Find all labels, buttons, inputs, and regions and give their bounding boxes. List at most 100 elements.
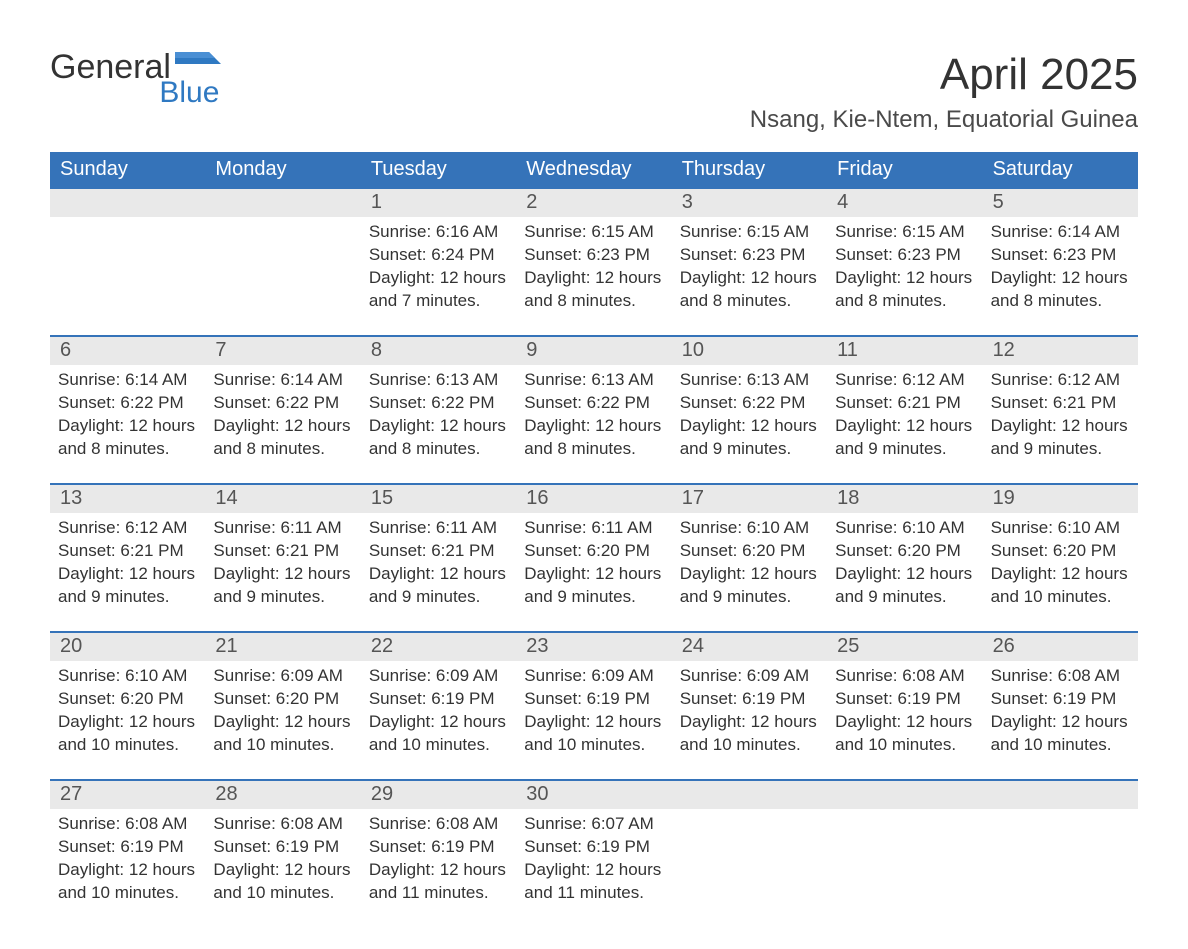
day-body: Sunrise: 6:11 AMSunset: 6:20 PMDaylight:… [524, 513, 663, 613]
day-body: Sunrise: 6:09 AMSunset: 6:20 PMDaylight:… [213, 661, 352, 761]
week-row: 13Sunrise: 6:12 AMSunset: 6:21 PMDayligh… [50, 483, 1138, 613]
sunset-text: Sunset: 6:22 PM [369, 392, 508, 415]
daylight-text: Daylight: 12 hours and 9 minutes. [213, 563, 352, 609]
daylight-text: Daylight: 12 hours and 8 minutes. [680, 267, 819, 313]
day-number [983, 781, 1138, 809]
day-cell: 27Sunrise: 6:08 AMSunset: 6:19 PMDayligh… [50, 781, 205, 909]
day-number: 22 [361, 633, 516, 661]
sunrise-text: Sunrise: 6:09 AM [680, 665, 819, 688]
sunrise-text: Sunrise: 6:07 AM [524, 813, 663, 836]
sunset-text: Sunset: 6:19 PM [213, 836, 352, 859]
daylight-text: Daylight: 12 hours and 10 minutes. [213, 711, 352, 757]
sunset-text: Sunset: 6:20 PM [680, 540, 819, 563]
day-cell: 7Sunrise: 6:14 AMSunset: 6:22 PMDaylight… [205, 337, 360, 465]
week-row: 6Sunrise: 6:14 AMSunset: 6:22 PMDaylight… [50, 335, 1138, 465]
day-cell: 11Sunrise: 6:12 AMSunset: 6:21 PMDayligh… [827, 337, 982, 465]
sunrise-text: Sunrise: 6:15 AM [680, 221, 819, 244]
sunrise-text: Sunrise: 6:14 AM [991, 221, 1130, 244]
sunset-text: Sunset: 6:23 PM [991, 244, 1130, 267]
daylight-text: Daylight: 12 hours and 9 minutes. [58, 563, 197, 609]
sunset-text: Sunset: 6:21 PM [58, 540, 197, 563]
daylight-text: Daylight: 12 hours and 10 minutes. [991, 711, 1130, 757]
day-cell [50, 189, 205, 317]
daylight-text: Daylight: 12 hours and 7 minutes. [369, 267, 508, 313]
daylight-text: Daylight: 12 hours and 8 minutes. [58, 415, 197, 461]
day-body: Sunrise: 6:10 AMSunset: 6:20 PMDaylight:… [58, 661, 197, 761]
day-body: Sunrise: 6:15 AMSunset: 6:23 PMDaylight:… [835, 217, 974, 317]
sunset-text: Sunset: 6:22 PM [58, 392, 197, 415]
day-cell [205, 189, 360, 317]
sunset-text: Sunset: 6:19 PM [58, 836, 197, 859]
day-cell: 9Sunrise: 6:13 AMSunset: 6:22 PMDaylight… [516, 337, 671, 465]
daylight-text: Daylight: 12 hours and 8 minutes. [991, 267, 1130, 313]
day-number: 23 [516, 633, 671, 661]
day-cell: 15Sunrise: 6:11 AMSunset: 6:21 PMDayligh… [361, 485, 516, 613]
day-number: 8 [361, 337, 516, 365]
day-body: Sunrise: 6:14 AMSunset: 6:23 PMDaylight:… [991, 217, 1130, 317]
day-number: 30 [516, 781, 671, 809]
dow-cell: Thursday [672, 152, 827, 189]
day-body: Sunrise: 6:11 AMSunset: 6:21 PMDaylight:… [213, 513, 352, 613]
day-number [827, 781, 982, 809]
day-cell: 3Sunrise: 6:15 AMSunset: 6:23 PMDaylight… [672, 189, 827, 317]
day-number: 21 [205, 633, 360, 661]
sunrise-text: Sunrise: 6:08 AM [369, 813, 508, 836]
day-body: Sunrise: 6:12 AMSunset: 6:21 PMDaylight:… [991, 365, 1130, 465]
day-number: 26 [983, 633, 1138, 661]
day-number: 18 [827, 485, 982, 513]
sunrise-text: Sunrise: 6:12 AM [991, 369, 1130, 392]
day-cell [672, 781, 827, 909]
sunrise-text: Sunrise: 6:12 AM [58, 517, 197, 540]
daylight-text: Daylight: 12 hours and 9 minutes. [524, 563, 663, 609]
day-cell: 1Sunrise: 6:16 AMSunset: 6:24 PMDaylight… [361, 189, 516, 317]
day-body: Sunrise: 6:15 AMSunset: 6:23 PMDaylight:… [524, 217, 663, 317]
day-cell: 6Sunrise: 6:14 AMSunset: 6:22 PMDaylight… [50, 337, 205, 465]
sunset-text: Sunset: 6:23 PM [524, 244, 663, 267]
sunset-text: Sunset: 6:23 PM [835, 244, 974, 267]
logo-word-general: General [50, 50, 171, 84]
sunrise-text: Sunrise: 6:13 AM [369, 369, 508, 392]
sunrise-text: Sunrise: 6:08 AM [58, 813, 197, 836]
day-number [205, 189, 360, 217]
calendar-page: General Blue April 2025 Nsang, Kie-Ntem,… [0, 0, 1188, 949]
sunrise-text: Sunrise: 6:08 AM [835, 665, 974, 688]
day-cell: 19Sunrise: 6:10 AMSunset: 6:20 PMDayligh… [983, 485, 1138, 613]
location-subtitle: Nsang, Kie-Ntem, Equatorial Guinea [750, 106, 1138, 134]
day-number: 27 [50, 781, 205, 809]
sunset-text: Sunset: 6:22 PM [213, 392, 352, 415]
dow-cell: Sunday [50, 152, 205, 189]
sunrise-text: Sunrise: 6:10 AM [835, 517, 974, 540]
sunrise-text: Sunrise: 6:12 AM [835, 369, 974, 392]
sunrise-text: Sunrise: 6:15 AM [835, 221, 974, 244]
sunrise-text: Sunrise: 6:10 AM [680, 517, 819, 540]
sunset-text: Sunset: 6:19 PM [524, 688, 663, 711]
week-row: 27Sunrise: 6:08 AMSunset: 6:19 PMDayligh… [50, 779, 1138, 909]
day-body: Sunrise: 6:08 AMSunset: 6:19 PMDaylight:… [58, 809, 197, 909]
day-cell: 5Sunrise: 6:14 AMSunset: 6:23 PMDaylight… [983, 189, 1138, 317]
dow-cell: Tuesday [361, 152, 516, 189]
day-body: Sunrise: 6:14 AMSunset: 6:22 PMDaylight:… [213, 365, 352, 465]
sunrise-text: Sunrise: 6:11 AM [369, 517, 508, 540]
daylight-text: Daylight: 12 hours and 9 minutes. [680, 415, 819, 461]
day-number: 3 [672, 189, 827, 217]
day-body: Sunrise: 6:08 AMSunset: 6:19 PMDaylight:… [835, 661, 974, 761]
daylight-text: Daylight: 12 hours and 8 minutes. [369, 415, 508, 461]
day-number: 16 [516, 485, 671, 513]
day-body: Sunrise: 6:12 AMSunset: 6:21 PMDaylight:… [835, 365, 974, 465]
sunrise-text: Sunrise: 6:13 AM [524, 369, 663, 392]
sunset-text: Sunset: 6:24 PM [369, 244, 508, 267]
day-cell: 20Sunrise: 6:10 AMSunset: 6:20 PMDayligh… [50, 633, 205, 761]
sunrise-text: Sunrise: 6:09 AM [524, 665, 663, 688]
day-cell: 29Sunrise: 6:08 AMSunset: 6:19 PMDayligh… [361, 781, 516, 909]
day-number: 15 [361, 485, 516, 513]
week-row: 20Sunrise: 6:10 AMSunset: 6:20 PMDayligh… [50, 631, 1138, 761]
daylight-text: Daylight: 12 hours and 10 minutes. [369, 711, 508, 757]
day-body: Sunrise: 6:13 AMSunset: 6:22 PMDaylight:… [680, 365, 819, 465]
day-cell: 13Sunrise: 6:12 AMSunset: 6:21 PMDayligh… [50, 485, 205, 613]
sunrise-text: Sunrise: 6:14 AM [58, 369, 197, 392]
day-number: 11 [827, 337, 982, 365]
daylight-text: Daylight: 12 hours and 9 minutes. [835, 415, 974, 461]
day-cell [827, 781, 982, 909]
daylight-text: Daylight: 12 hours and 8 minutes. [213, 415, 352, 461]
day-cell: 22Sunrise: 6:09 AMSunset: 6:19 PMDayligh… [361, 633, 516, 761]
